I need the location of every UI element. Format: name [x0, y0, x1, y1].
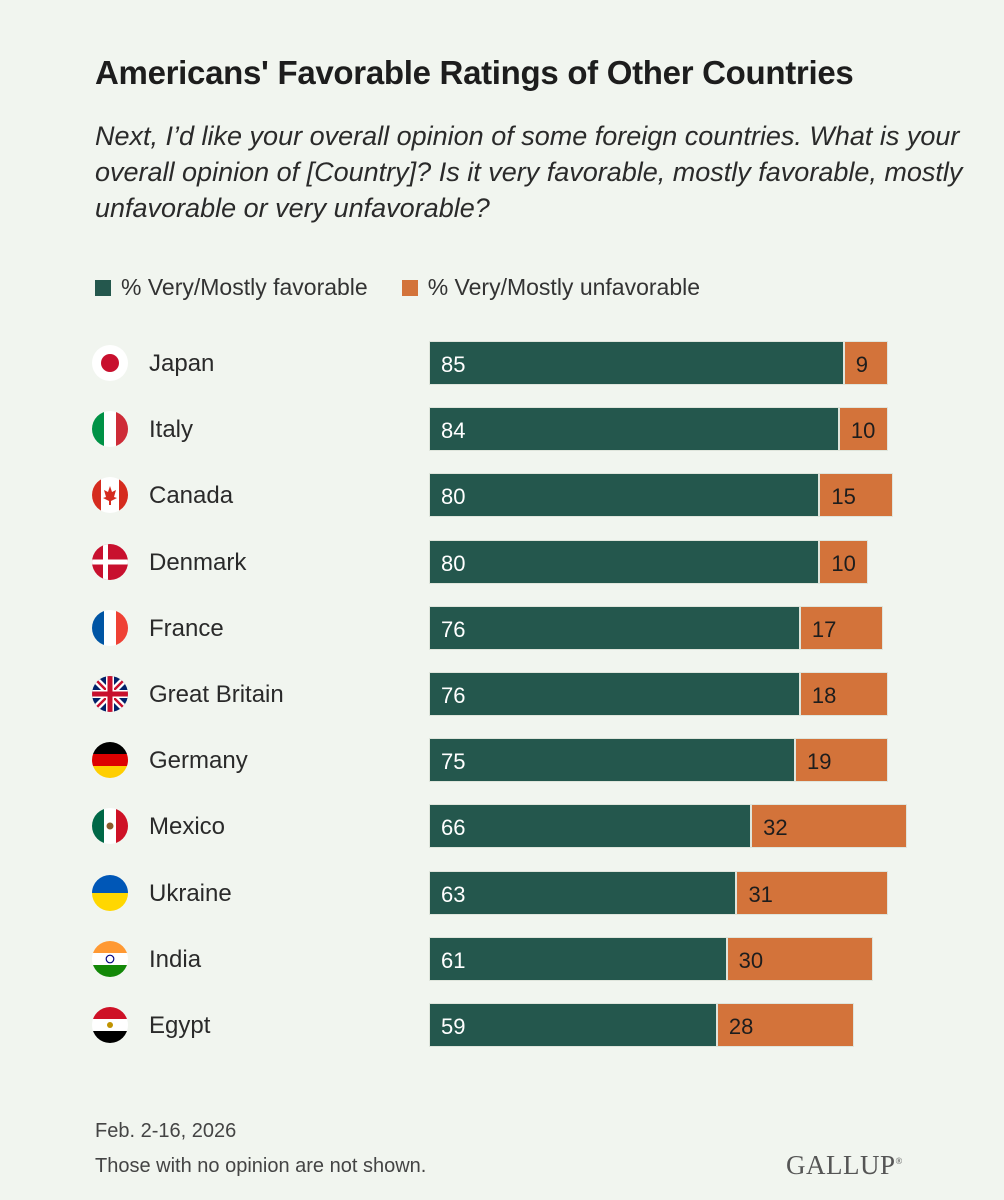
category-label: Canada [149, 482, 234, 510]
canada-flag-icon [92, 477, 128, 514]
legend-item-favorable: % Very/Mostly favorable [95, 274, 368, 301]
data-label-favorable: 76 [441, 616, 466, 642]
legend-item-unfavorable: % Very/Mostly unfavorable [401, 274, 701, 301]
bar-favorable: 75 [429, 738, 795, 783]
bar-unfavorable: 9 [843, 341, 888, 385]
mexico-flag-icon [92, 808, 128, 845]
denmark-flag-icon [92, 543, 128, 580]
category-label: Italy [149, 416, 194, 444]
chart-subtitle: Next, I’d like your overall opinion of s… [95, 121, 963, 223]
data-label-unfavorable: 15 [831, 484, 856, 510]
data-label-favorable: 85 [441, 352, 466, 377]
legend: % Very/Mostly favorable % Very/Mostly un… [95, 274, 734, 301]
india-flag-icon [92, 940, 128, 977]
gallup-logo: GALLUP® [786, 1150, 903, 1180]
bar-favorable: 76 [429, 672, 800, 716]
great-britain-flag-icon [92, 676, 128, 712]
legend-swatch-unfavorable [401, 279, 418, 296]
category-label: Ukraine [149, 879, 232, 907]
data-label-favorable: 84 [441, 418, 466, 444]
data-label-unfavorable: 31 [748, 881, 773, 907]
bar-favorable: 63 [429, 870, 737, 915]
category-label: Egypt [149, 1012, 211, 1039]
france-flag-icon [92, 609, 128, 646]
data-label-unfavorable: 10 [850, 418, 876, 444]
category-label: Mexico [149, 813, 226, 841]
data-label-favorable: 80 [441, 484, 466, 510]
bar-favorable: 85 [429, 341, 844, 385]
data-label-favorable: 66 [441, 815, 466, 841]
data-label-unfavorable: 32 [763, 815, 788, 841]
legend-swatch-favorable [95, 279, 111, 296]
data-label-favorable: 61 [441, 947, 466, 973]
chart-title: Americans' Favorable Ratings of Other Co… [95, 54, 854, 91]
footnote: Those with no opinion are not shown. [95, 1155, 427, 1177]
legend-label-unfavorable: % Very/Mostly unfavorable [427, 274, 701, 300]
data-label-unfavorable: 28 [728, 1014, 754, 1039]
category-label: Great Britain [149, 681, 284, 708]
bar-favorable: 59 [429, 1003, 717, 1047]
data-label-unfavorable: 10 [831, 550, 856, 576]
data-label-unfavorable: 17 [811, 616, 837, 642]
bar-unfavorable: 32 [751, 804, 908, 849]
bar-unfavorable: 30 [726, 936, 874, 981]
data-label-unfavorable: 9 [855, 352, 869, 377]
bar-favorable: 80 [429, 473, 820, 518]
data-label-unfavorable: 18 [811, 683, 837, 708]
bar-favorable: 76 [429, 605, 800, 650]
legend-label-favorable: % Very/Mostly favorable [121, 274, 368, 300]
bar-favorable: 80 [429, 539, 820, 584]
data-label-unfavorable: 19 [807, 749, 832, 775]
data-label-favorable: 76 [441, 683, 466, 708]
bar-unfavorable: 18 [799, 672, 888, 716]
category-label: Denmark [149, 548, 247, 576]
italy-flag-icon [92, 411, 128, 448]
bar-unfavorable: 31 [736, 870, 888, 915]
category-label: India [149, 945, 202, 973]
survey-date: Feb. 2-16, 2026 [95, 1120, 237, 1142]
data-label-favorable: 80 [441, 550, 466, 576]
bar-unfavorable: 15 [819, 473, 893, 518]
data-label-favorable: 59 [441, 1014, 466, 1039]
data-label-favorable: 63 [441, 881, 466, 907]
bar-unfavorable: 17 [799, 605, 883, 650]
bar-unfavorable: 10 [838, 407, 888, 452]
category-label: Germany [149, 747, 248, 775]
bar-unfavorable: 19 [795, 738, 888, 783]
data-label-unfavorable: 30 [738, 947, 764, 973]
egypt-flag-icon [92, 1007, 128, 1043]
data-label-favorable: 75 [441, 749, 466, 775]
bar-favorable: 66 [429, 804, 752, 849]
ukraine-flag-icon [92, 874, 128, 911]
japan-flag-icon [92, 345, 128, 381]
bar-favorable: 61 [429, 936, 727, 981]
category-label: France [149, 614, 224, 642]
bar-unfavorable: 28 [716, 1003, 854, 1047]
germany-flag-icon [92, 742, 128, 779]
bar-unfavorable: 10 [819, 539, 869, 584]
bar-favorable: 84 [429, 407, 839, 452]
category-label: Japan [149, 350, 215, 377]
